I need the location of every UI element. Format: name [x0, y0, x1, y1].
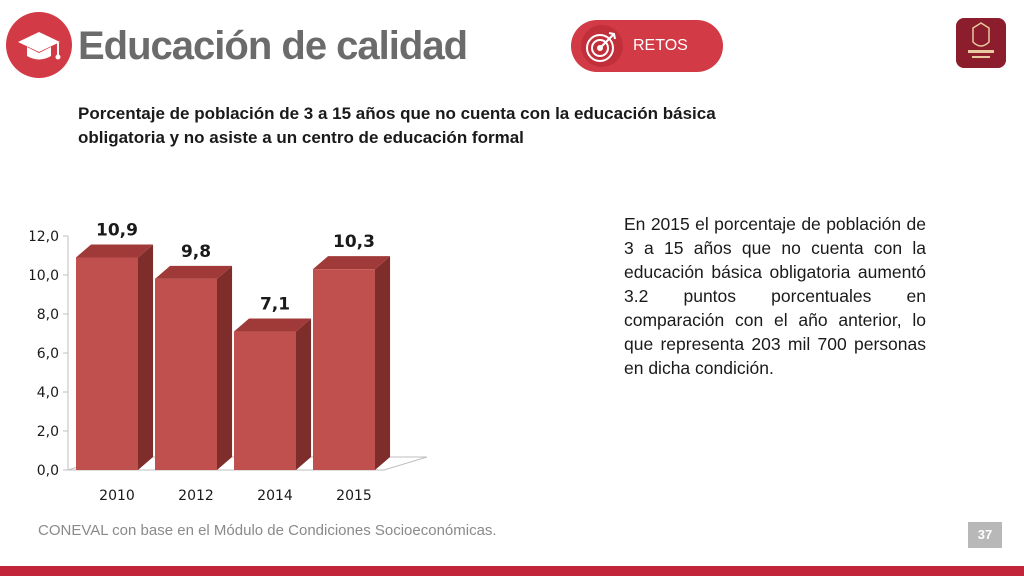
bar-top: [313, 256, 391, 270]
data-label: 10,9: [96, 220, 138, 240]
x-tick-label: 2014: [257, 488, 293, 504]
chart-subtitle: Porcentaje de población de 3 a 15 años q…: [78, 104, 716, 147]
y-tick-label: 4,0: [37, 385, 59, 401]
retos-badge: RETOS: [571, 20, 723, 72]
data-label: 9,8: [181, 242, 211, 262]
x-tick-label: 2012: [178, 488, 214, 504]
bottom-bar: [0, 566, 1024, 576]
page-number: 37: [968, 522, 1002, 548]
bar: [234, 331, 296, 470]
data-label: 7,1: [260, 295, 290, 315]
y-tick-label: 6,0: [37, 346, 59, 362]
y-tick-label: 10,0: [30, 268, 59, 284]
bar-top: [155, 265, 233, 279]
bar-side: [375, 256, 391, 470]
y-tick-label: 2,0: [37, 424, 59, 440]
bar-side: [138, 244, 154, 470]
jalisco-logo: [956, 18, 1006, 68]
x-tick-label: 2010: [99, 488, 135, 504]
bar-top: [76, 244, 154, 258]
target-icon: [581, 25, 623, 67]
source-note: CONEVAL con base en el Módulo de Condici…: [38, 522, 497, 539]
retos-label: RETOS: [633, 37, 688, 54]
bar-side: [217, 265, 233, 470]
data-label: 10,3: [333, 232, 375, 252]
graduation-cap-icon: [6, 12, 72, 78]
y-tick-label: 0,0: [37, 463, 59, 479]
description-text: En 2015 el porcentaje de población de 3 …: [624, 214, 926, 378]
page-title: Educación de calidad: [78, 24, 468, 68]
bar-side: [296, 318, 312, 470]
y-tick-label: 8,0: [37, 307, 59, 323]
bar-top: [234, 318, 312, 332]
y-tick-label: 12,0: [30, 229, 59, 245]
bar: [155, 278, 217, 470]
bar: [313, 269, 375, 470]
x-tick-label: 2015: [336, 488, 372, 504]
bar-chart: 0,0 2,0 4,0 6,0 8,0 10,0 12,0 10,9 2010 9,8 2012 7,…: [30, 220, 428, 504]
bar: [76, 257, 138, 470]
